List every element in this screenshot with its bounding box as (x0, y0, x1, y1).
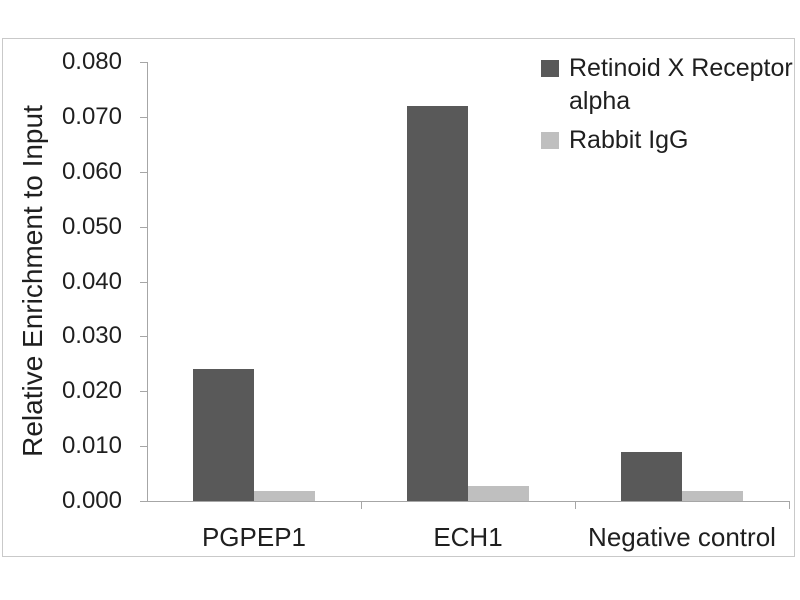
y-tick-mark (140, 227, 147, 228)
y-tick-label: 0.070 (61, 103, 122, 130)
y-tick-mark (140, 336, 147, 337)
y-tick-label: 0.080 (61, 48, 122, 75)
y-tick-mark (140, 172, 147, 173)
y-tick-mark (140, 117, 147, 118)
legend-swatch-light-icon (541, 132, 559, 149)
x-tick-mark (361, 501, 362, 509)
bar-pgpep1-series-1 (254, 491, 315, 501)
y-tick-label: 0.040 (61, 268, 122, 295)
y-tick-label: 0.050 (61, 213, 122, 240)
bar-negative-control-series-1 (682, 491, 743, 501)
y-axis-line (147, 62, 148, 502)
bar-ech1-series-1 (468, 486, 529, 501)
legend-swatch-dark-icon (541, 60, 559, 77)
y-tick-mark (140, 62, 147, 63)
x-tick-mark (789, 501, 790, 509)
y-tick-mark (140, 391, 147, 392)
x-axis-line (147, 501, 790, 502)
legend-entry-rabbit-igg: Rabbit IgG (541, 124, 793, 157)
bar-negative-control-series-0 (621, 452, 682, 501)
x-tick-mark (575, 501, 576, 509)
x-category-label: ECH1 (433, 522, 503, 552)
y-tick-label: 0.000 (61, 487, 122, 514)
y-tick-mark (140, 282, 147, 283)
y-tick-mark (140, 446, 147, 447)
legend-entry-retinoid-x-receptor-alpha: Retinoid X Receptor alpha (541, 52, 793, 118)
y-tick-label: 0.010 (61, 432, 122, 459)
y-tick-label: 0.030 (61, 322, 122, 349)
x-category-label: PGPEP1 (201, 522, 307, 552)
legend: Retinoid X Receptor alpha Rabbit IgG (541, 52, 793, 163)
legend-label-retinoid-x-receptor-alpha: Retinoid X Receptor alpha (569, 54, 793, 115)
y-tick-label: 0.020 (61, 377, 122, 404)
bar-ech1-series-0 (407, 106, 468, 501)
y-tick-label: 0.060 (61, 158, 122, 185)
bar-pgpep1-series-0 (193, 369, 254, 501)
y-tick-mark (140, 501, 147, 502)
x-category-label: Negative control (588, 522, 776, 552)
legend-label-rabbit-igg: Rabbit IgG (569, 126, 689, 154)
